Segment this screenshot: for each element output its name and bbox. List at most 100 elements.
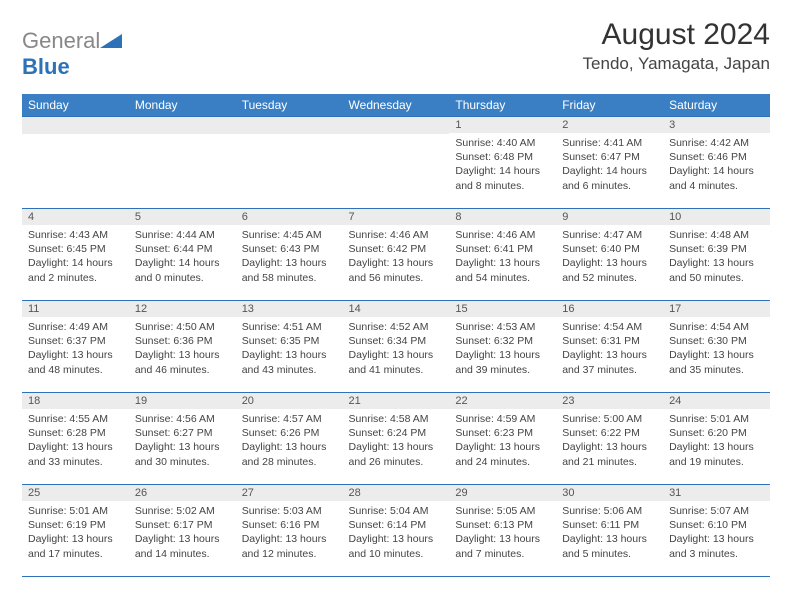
sunset-line: Sunset: 6:43 PM: [242, 242, 337, 256]
sunset-line: Sunset: 6:26 PM: [242, 426, 337, 440]
day-number: 31: [663, 485, 770, 501]
calendar-cell: 6Sunrise: 4:45 AMSunset: 6:43 PMDaylight…: [236, 209, 343, 301]
day-header: Tuesday: [236, 94, 343, 117]
sunset-line: Sunset: 6:24 PM: [349, 426, 444, 440]
sunset-line: Sunset: 6:30 PM: [669, 334, 764, 348]
calendar-cell: 30Sunrise: 5:06 AMSunset: 6:11 PMDayligh…: [556, 485, 663, 577]
day-body: Sunrise: 5:02 AMSunset: 6:17 PMDaylight:…: [129, 501, 236, 565]
daylight-line: Daylight: 13 hours and 26 minutes.: [349, 440, 444, 468]
calendar-cell: 20Sunrise: 4:57 AMSunset: 6:26 PMDayligh…: [236, 393, 343, 485]
sunrise-line: Sunrise: 4:55 AM: [28, 412, 123, 426]
day-number: 15: [449, 301, 556, 317]
calendar-cell: [343, 117, 450, 209]
day-body: Sunrise: 4:48 AMSunset: 6:39 PMDaylight:…: [663, 225, 770, 289]
sunset-line: Sunset: 6:42 PM: [349, 242, 444, 256]
calendar-week: 11Sunrise: 4:49 AMSunset: 6:37 PMDayligh…: [22, 301, 770, 393]
day-number: 2: [556, 117, 663, 133]
day-number: [129, 117, 236, 134]
day-body: Sunrise: 4:45 AMSunset: 6:43 PMDaylight:…: [236, 225, 343, 289]
sunset-line: Sunset: 6:34 PM: [349, 334, 444, 348]
day-number: 1: [449, 117, 556, 133]
day-number: 30: [556, 485, 663, 501]
calendar-cell: 21 Sunrise: 4:58 AMSunset: 6:24 PMDayligh…: [343, 393, 450, 485]
sunrise-line: Sunrise: 4:58 AM: [349, 412, 444, 426]
day-body: Sunrise: 5:00 AMSunset: 6:22 PMDaylight:…: [556, 409, 663, 473]
calendar-body: 1Sunrise: 4:40 AMSunset: 6:48 PMDaylight…: [22, 117, 770, 577]
sunset-line: Sunset: 6:11 PM: [562, 518, 657, 532]
calendar-cell: [129, 117, 236, 209]
day-body: Sunrise: 4:50 AMSunset: 6:36 PMDaylight:…: [129, 317, 236, 381]
daylight-line: Daylight: 14 hours and 0 minutes.: [135, 256, 230, 284]
calendar-week: 25Sunrise: 5:01 AMSunset: 6:19 PMDayligh…: [22, 485, 770, 577]
daylight-line: Daylight: 13 hours and 14 minutes.: [135, 532, 230, 560]
sunrise-line: Sunrise: 4:50 AM: [135, 320, 230, 334]
day-body: Sunrise: 5:04 AMSunset: 6:14 PMDaylight:…: [343, 501, 450, 565]
calendar-cell: 11Sunrise: 4:49 AMSunset: 6:37 PMDayligh…: [22, 301, 129, 393]
day-number: 7: [343, 209, 450, 225]
sunset-line: Sunset: 6:22 PM: [562, 426, 657, 440]
daylight-line: Daylight: 13 hours and 46 minutes.: [135, 348, 230, 376]
calendar-cell: 18Sunrise: 4:55 AMSunset: 6:28 PMDayligh…: [22, 393, 129, 485]
day-number: 14: [343, 301, 450, 317]
sunset-line: Sunset: 6:47 PM: [562, 150, 657, 164]
calendar-week: 1Sunrise: 4:40 AMSunset: 6:48 PMDaylight…: [22, 117, 770, 209]
day-body: Sunrise: 4:56 AMSunset: 6:27 PMDaylight:…: [129, 409, 236, 473]
daylight-line: Daylight: 13 hours and 24 minutes.: [455, 440, 550, 468]
day-number: 21: [343, 393, 450, 409]
daylight-line: Daylight: 13 hours and 37 minutes.: [562, 348, 657, 376]
calendar-cell: 4Sunrise: 4:43 AMSunset: 6:45 PMDaylight…: [22, 209, 129, 301]
day-body: Sunrise: 4:44 AMSunset: 6:44 PMDaylight:…: [129, 225, 236, 289]
daylight-line: Daylight: 13 hours and 39 minutes.: [455, 348, 550, 376]
day-body: Sunrise: 4:59 AMSunset: 6:23 PMDaylight:…: [449, 409, 556, 473]
day-body: Sunrise: 4:54 AMSunset: 6:30 PMDaylight:…: [663, 317, 770, 381]
daylight-line: Daylight: 13 hours and 17 minutes.: [28, 532, 123, 560]
calendar-cell: 27Sunrise: 5:03 AMSunset: 6:16 PMDayligh…: [236, 485, 343, 577]
daylight-line: Daylight: 13 hours and 56 minutes.: [349, 256, 444, 284]
sunset-line: Sunset: 6:41 PM: [455, 242, 550, 256]
sunrise-line: Sunrise: 4:46 AM: [349, 228, 444, 242]
day-number: [343, 117, 450, 134]
day-number: 9: [556, 209, 663, 225]
day-number: 18: [22, 393, 129, 409]
day-number: 13: [236, 301, 343, 317]
sunrise-line: Sunrise: 4:53 AM: [455, 320, 550, 334]
day-body: Sunrise: 4:54 AMSunset: 6:31 PMDaylight:…: [556, 317, 663, 381]
calendar-cell: [236, 117, 343, 209]
day-body: Sunrise: 4:46 AMSunset: 6:41 PMDaylight:…: [449, 225, 556, 289]
day-header: Monday: [129, 94, 236, 117]
day-number: 8: [449, 209, 556, 225]
day-header: Friday: [556, 94, 663, 117]
daylight-line: Daylight: 13 hours and 43 minutes.: [242, 348, 337, 376]
calendar-cell: 2Sunrise: 4:41 AMSunset: 6:47 PMDaylight…: [556, 117, 663, 209]
calendar-cell: 10Sunrise: 4:48 AMSunset: 6:39 PMDayligh…: [663, 209, 770, 301]
calendar-cell: 14Sunrise: 4:52 AMSunset: 6:34 PMDayligh…: [343, 301, 450, 393]
sunset-line: Sunset: 6:23 PM: [455, 426, 550, 440]
day-body: Sunrise: 5:03 AMSunset: 6:16 PMDaylight:…: [236, 501, 343, 565]
daylight-line: Daylight: 13 hours and 35 minutes.: [669, 348, 764, 376]
sunset-line: Sunset: 6:20 PM: [669, 426, 764, 440]
sunset-line: Sunset: 6:44 PM: [135, 242, 230, 256]
day-number: 22: [449, 393, 556, 409]
day-body: Sunrise: 4:46 AMSunset: 6:42 PMDaylight:…: [343, 225, 450, 289]
calendar-table: SundayMondayTuesdayWednesdayThursdayFrid…: [22, 94, 770, 577]
sunrise-line: Sunrise: 4:51 AM: [242, 320, 337, 334]
day-body: Sunrise: 4:49 AMSunset: 6:37 PMDaylight:…: [22, 317, 129, 381]
calendar-cell: 7Sunrise: 4:46 AMSunset: 6:42 PMDaylight…: [343, 209, 450, 301]
calendar-cell: 5Sunrise: 4:44 AMSunset: 6:44 PMDaylight…: [129, 209, 236, 301]
calendar-week: 4Sunrise: 4:43 AMSunset: 6:45 PMDaylight…: [22, 209, 770, 301]
page-title: August 2024: [583, 18, 770, 52]
day-header: Thursday: [449, 94, 556, 117]
sunset-line: Sunset: 6:27 PM: [135, 426, 230, 440]
logo-text-part2: Blue: [22, 54, 70, 79]
sunrise-line: Sunrise: 4:48 AM: [669, 228, 764, 242]
day-number: 25: [22, 485, 129, 501]
sunset-line: Sunset: 6:45 PM: [28, 242, 123, 256]
sunset-line: Sunset: 6:16 PM: [242, 518, 337, 532]
calendar-cell: 9Sunrise: 4:47 AMSunset: 6:40 PMDaylight…: [556, 209, 663, 301]
calendar-week: 18Sunrise: 4:55 AMSunset: 6:28 PMDayligh…: [22, 393, 770, 485]
daylight-line: Daylight: 13 hours and 33 minutes.: [28, 440, 123, 468]
day-body: Sunrise: 4:52 AMSunset: 6:34 PMDaylight:…: [343, 317, 450, 381]
day-body: Sunrise: 5:01 AMSunset: 6:19 PMDaylight:…: [22, 501, 129, 565]
sunset-line: Sunset: 6:19 PM: [28, 518, 123, 532]
day-number: [22, 117, 129, 134]
